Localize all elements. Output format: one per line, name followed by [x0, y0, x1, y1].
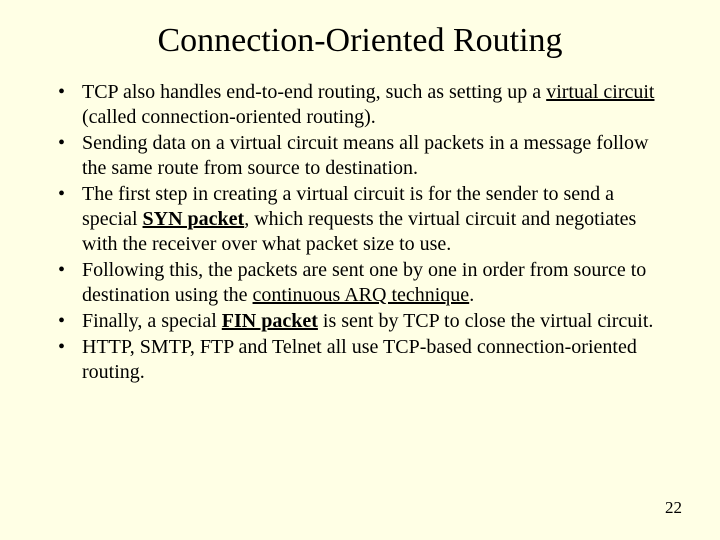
bullet-text-post: is sent by TCP to close the virtual circ…: [318, 310, 654, 332]
underlined-term: continuous ARQ technique: [253, 284, 470, 306]
list-item: Following this, the packets are sent one…: [52, 258, 668, 308]
bullet-text-pre: Finally, a special: [82, 310, 222, 332]
underlined-term: virtual circuit: [546, 81, 654, 103]
bullet-text-post: (called connection-oriented routing).: [82, 106, 376, 128]
list-item: TCP also handles end-to-end routing, suc…: [52, 80, 668, 130]
slide-title: Connection-Oriented Routing: [44, 18, 676, 60]
list-item: HTTP, SMTP, FTP and Telnet all use TCP-b…: [52, 335, 668, 385]
page-number: 22: [665, 498, 682, 518]
bold-underlined-term: SYN packet: [143, 208, 245, 230]
bullet-text-post: .: [469, 284, 474, 306]
bullet-text-pre: Sending data on a virtual circuit means …: [82, 132, 649, 179]
bold-underlined-term: FIN packet: [222, 310, 318, 332]
list-item: The first step in creating a virtual cir…: [52, 182, 668, 257]
slide-container: Connection-Oriented Routing TCP also han…: [0, 0, 720, 540]
list-item: Sending data on a virtual circuit means …: [52, 131, 668, 181]
bullet-list: TCP also handles end-to-end routing, suc…: [44, 80, 676, 385]
bullet-text-pre: HTTP, SMTP, FTP and Telnet all use TCP-b…: [82, 336, 637, 383]
bullet-text-pre: TCP also handles end-to-end routing, suc…: [82, 81, 546, 103]
list-item: Finally, a special FIN packet is sent by…: [52, 309, 668, 334]
